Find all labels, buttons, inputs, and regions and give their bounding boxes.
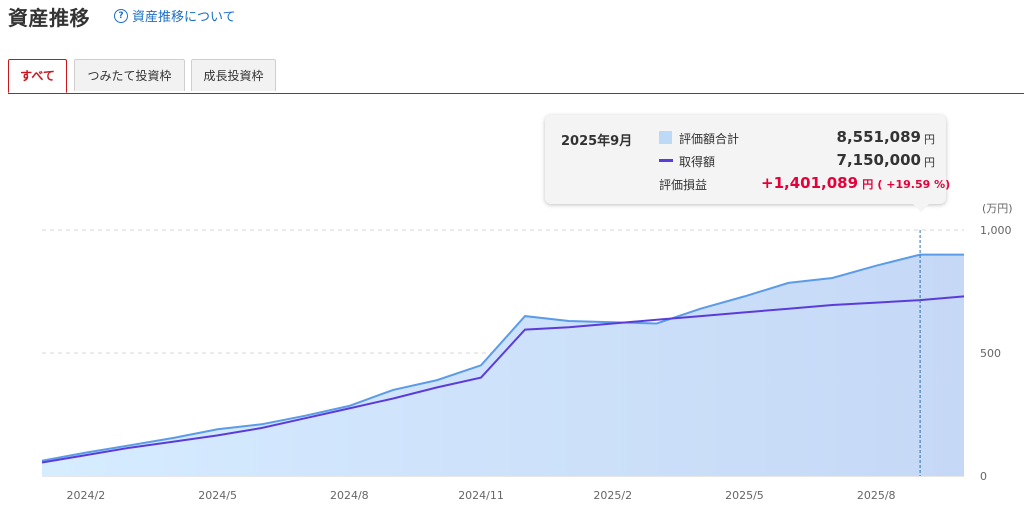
tooltip-date: 2025年9月 <box>561 134 633 149</box>
x-tick-label: 2024/11 <box>458 489 504 502</box>
help-link-label: 資産推移について <box>132 10 236 25</box>
tooltip-row-valuation: 評価額合計 8,551,089 円 <box>659 128 935 148</box>
y-tick-label: 1,000 <box>980 224 1012 237</box>
tab-bar: すべて つみたて投資枠 成長投資枠 <box>8 59 1024 94</box>
x-tick-label: 2025/2 <box>593 489 632 502</box>
valuation-swatch <box>659 131 672 144</box>
tooltip-cost-value: 7,150,000 <box>836 151 921 169</box>
question-circle-icon: ? <box>114 8 128 23</box>
page-title: 資産推移 <box>8 6 90 30</box>
help-link[interactable]: ? 資産推移について <box>114 6 236 25</box>
tooltip-pl: +1,401,089 円 ( +19.59 %) <box>761 174 950 192</box>
y-tick-label: 0 <box>980 470 987 483</box>
x-tick-label: 2025/8 <box>857 489 896 502</box>
tooltip-valuation-unit: 円 <box>924 133 935 146</box>
tooltip-pl-label: 評価損益 <box>659 178 708 192</box>
x-tick-label: 2024/2 <box>67 489 106 502</box>
tooltip-pl-pct: ( +19.59 %) <box>877 178 951 191</box>
tab-growth[interactable]: 成長投資枠 <box>191 59 276 91</box>
tab-all[interactable]: すべて <box>8 59 67 93</box>
tooltip-pl-unit: 円 <box>862 178 874 191</box>
tooltip-valuation-label: 評価額合計 <box>679 132 740 146</box>
y-tick-label: 500 <box>980 347 1001 360</box>
x-tick-label: 2024/8 <box>330 489 369 502</box>
tooltip-cost-unit: 円 <box>924 156 935 169</box>
tooltip-row-cost: 取得額 7,150,000 円 <box>659 151 935 171</box>
tooltip-cost-label: 取得額 <box>679 155 716 169</box>
x-tick-label: 2024/5 <box>198 489 237 502</box>
x-tick-label: 2025/5 <box>725 489 764 502</box>
cost-swatch <box>659 159 673 162</box>
tooltip-pl-value: +1,401,089 <box>761 174 859 192</box>
cost-line <box>41 295 965 464</box>
chart-tooltip: 2025年9月 評価額合計 8,551,089 円 取得額 7,150,000 … <box>545 115 950 212</box>
y-axis-unit: (万円) <box>982 202 1013 215</box>
tooltip-valuation-value: 8,551,089 <box>836 128 921 146</box>
tab-tsumitate[interactable]: つみたて投資枠 <box>74 59 185 91</box>
valuation-line <box>41 253 964 462</box>
valuation-area <box>42 254 964 476</box>
